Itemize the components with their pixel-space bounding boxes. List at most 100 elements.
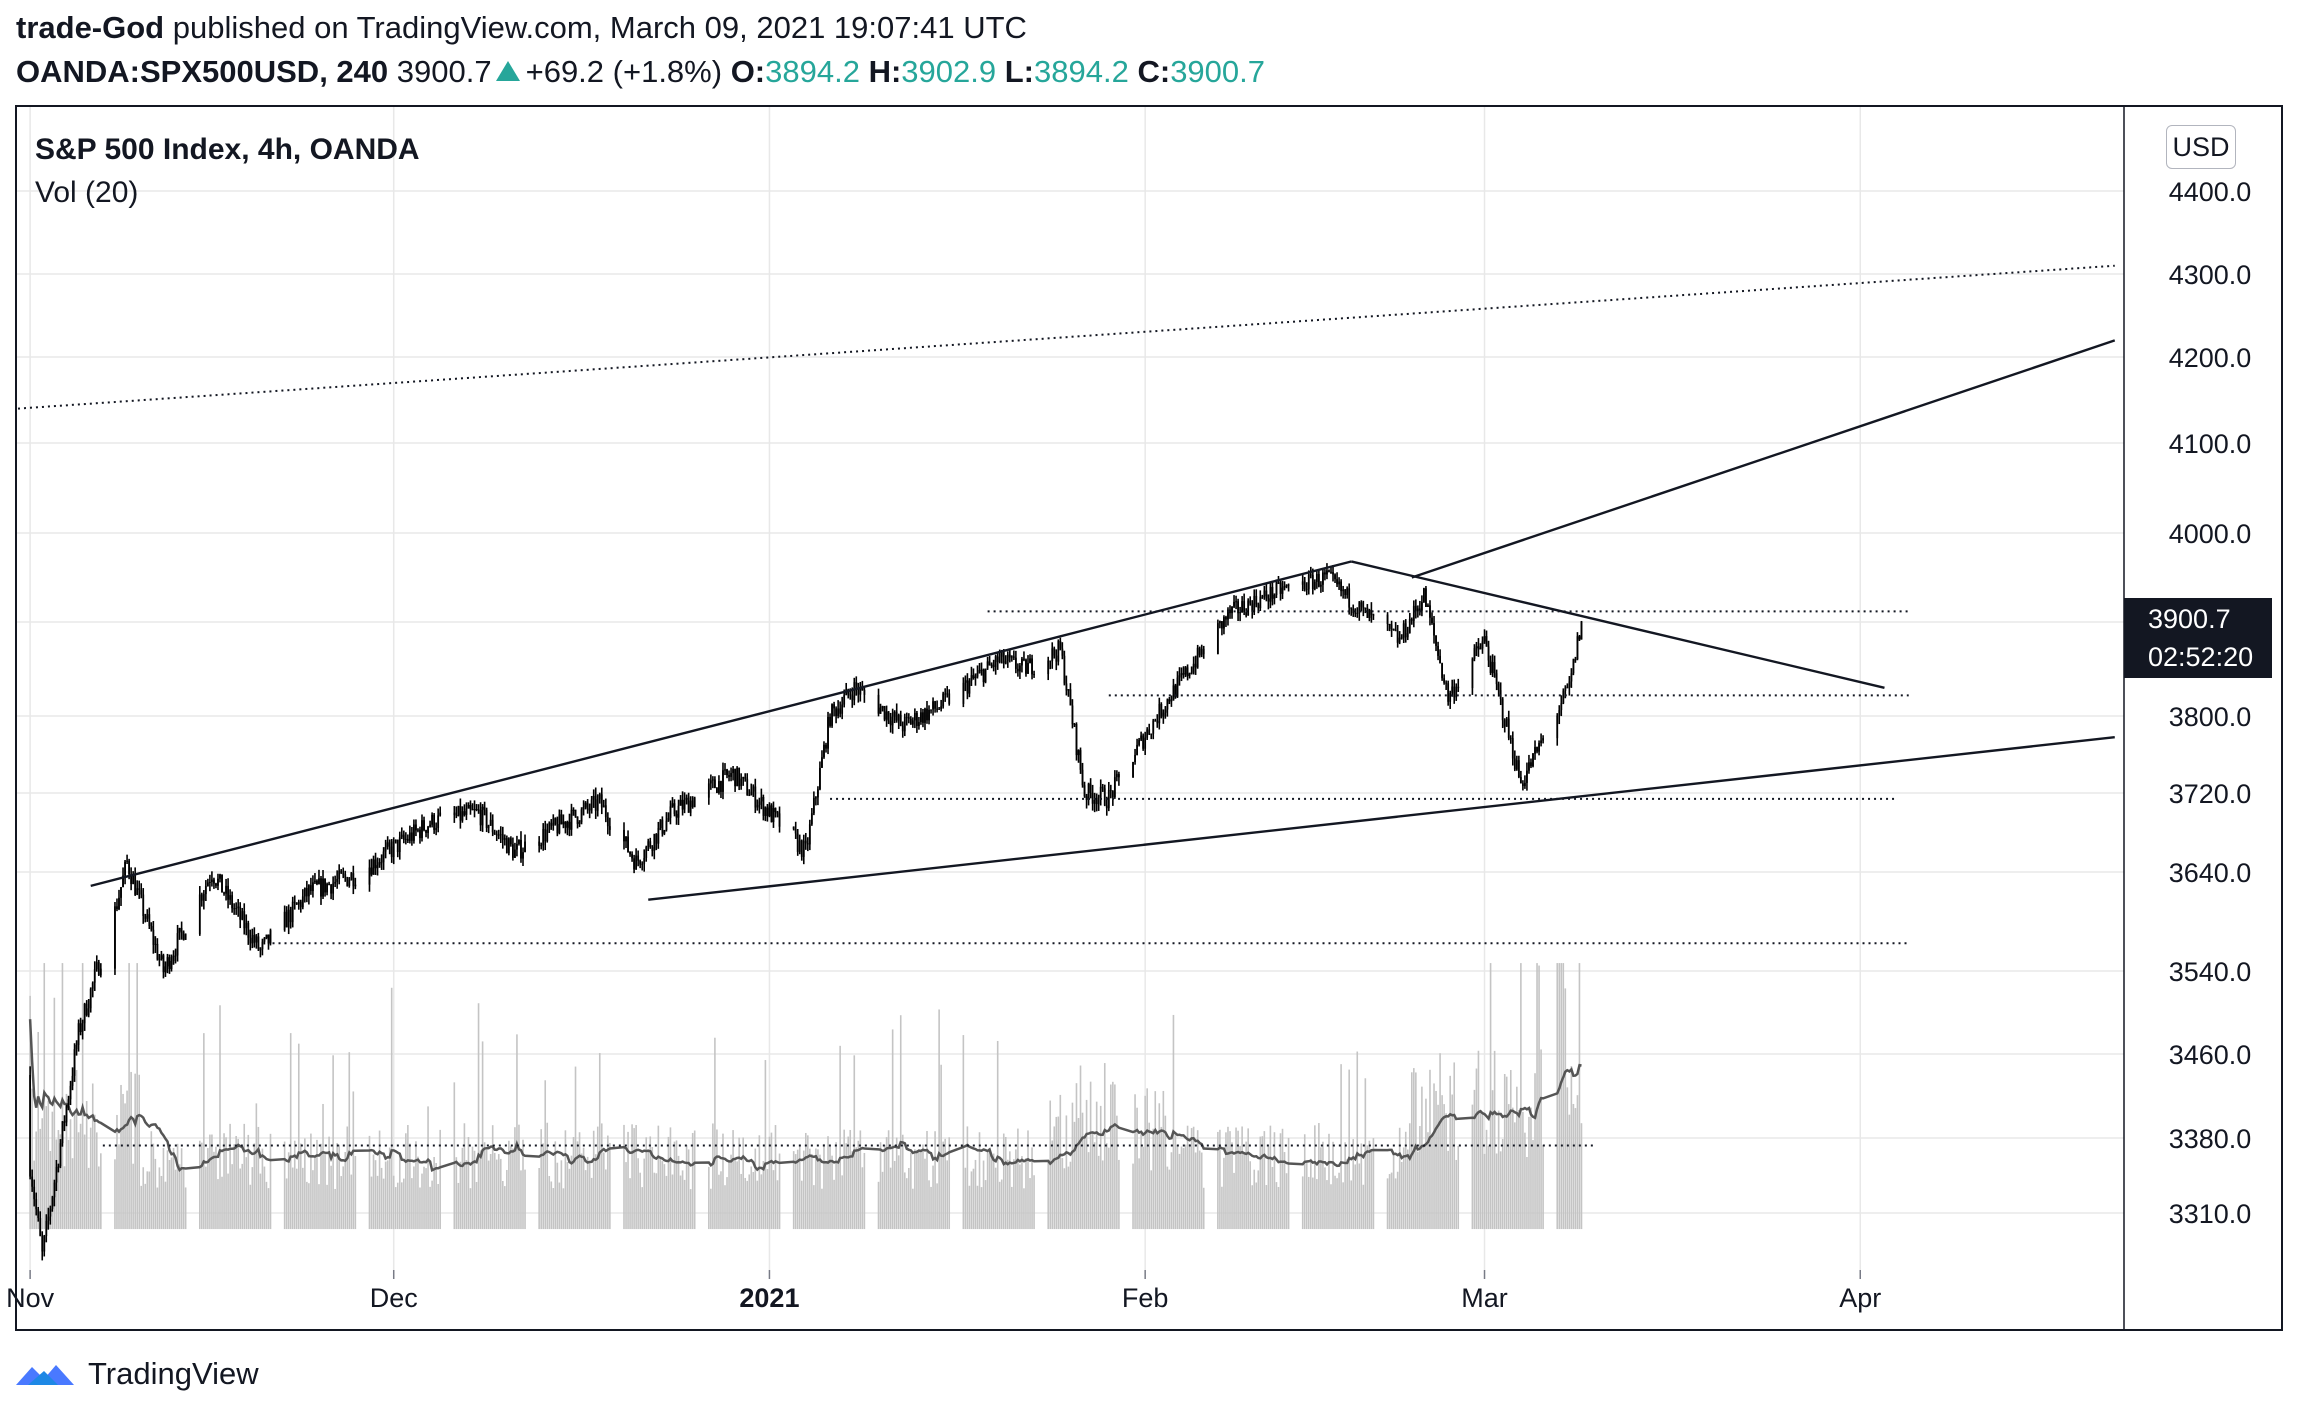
candle-body [966,680,969,694]
candle-body [509,838,512,845]
volume-bar [144,1183,147,1230]
volume-bar [637,1158,639,1230]
candle-body [130,874,133,884]
candle-body [1495,673,1498,685]
volume-bar [1073,1121,1076,1230]
author-name[interactable]: trade-God [16,10,165,45]
volume-bar [63,1166,66,1230]
candle-body [556,824,559,834]
volume-bar [1429,1069,1431,1230]
bar-countdown: 02:52:20 [2148,642,2254,672]
candle-body [885,711,888,720]
volume-bar [257,1126,260,1230]
candle-body [685,797,688,800]
volume-bar [1449,1075,1451,1230]
candle-body [1556,715,1559,739]
candle-body [283,911,286,931]
candle-body [689,800,692,813]
candle-body [95,962,98,970]
candle-body [47,1216,50,1221]
trendline [1350,560,1885,689]
volume-bar [998,1181,1001,1230]
volume-bar [986,1149,989,1230]
candle-body [1247,600,1250,616]
volume-bar [1071,1102,1074,1230]
candle-body [1178,675,1181,678]
last-price-badge-value: 3900.7 [2148,604,2231,634]
volume-bar [407,1125,409,1230]
candle-body [718,781,720,793]
volume-bar [320,1143,322,1230]
volume-bar [497,1154,500,1230]
volume-bar [1225,1132,1227,1230]
volume-bar [269,1133,272,1230]
candle-body [1307,574,1310,590]
candle-body [608,826,611,830]
volume-bar [813,1185,815,1230]
volume-bar [152,1143,155,1230]
candle-body [976,672,979,677]
volume-bar [776,1180,779,1230]
candle-body [316,880,318,885]
candle-body [126,860,128,862]
volume-bar [1336,1178,1338,1230]
volume-bar [45,1106,48,1230]
volume-legend[interactable]: Vol (20) [35,176,139,209]
volume-bar [580,1153,583,1230]
candle-body [348,880,351,886]
candle-body [35,1199,38,1210]
candle-body [1118,774,1120,778]
volume-bar [71,1158,74,1230]
candle-body [887,711,890,721]
candle-body [301,896,304,908]
candle-body [398,837,401,853]
candle-body [1366,607,1369,618]
volume-bar [390,987,393,1230]
volume-bar [1196,1130,1199,1230]
volume-bar [665,1175,668,1230]
volume-bar [1312,1177,1314,1230]
candle-body [582,806,585,810]
candle-body [267,934,270,944]
candle-body [1051,648,1054,662]
price-tick-label: 4200.0 [2169,343,2252,373]
volume-bar [855,1147,858,1230]
volume-bar [471,1146,474,1230]
volume-bar [504,1186,506,1230]
volume-bar [728,1161,730,1230]
volume-bar [1332,1141,1334,1230]
candle-body [140,890,143,895]
candle-body [1014,657,1017,669]
candle-body [334,881,337,884]
currency-button[interactable]: USD [2166,125,2236,169]
candle-body [1049,660,1052,662]
volume-bar [1095,1101,1098,1230]
volume-bar [1538,965,1540,1230]
candle-body [1067,689,1070,691]
volume-bar [1241,1126,1243,1230]
candle-body [39,1218,42,1236]
tradingview-logo[interactable]: TradingView [14,1356,259,1392]
volume-bar [792,1151,795,1230]
volume-bar [1534,1073,1536,1230]
candle-body [174,955,177,957]
series-legend[interactable]: S&P 500 Index, 4h, OANDA [35,133,420,166]
volume-bar [556,1162,559,1230]
volume-bar [255,1103,258,1230]
candle-body [1071,705,1074,725]
volume-bar [350,1174,353,1230]
volume-bar [992,1153,995,1230]
candle-body [635,855,638,870]
volume-bar [1112,1081,1114,1230]
candle-body [1542,738,1544,741]
candle-body [473,809,476,811]
volume-bar [221,1176,223,1230]
candle-body [471,809,474,811]
candle-body [1075,724,1078,756]
candle-body [1081,769,1084,786]
volume-bar [1239,1145,1241,1230]
candle-body [1031,658,1033,675]
tradingview-logo-icon [16,1365,74,1385]
candle-body [1241,601,1244,613]
